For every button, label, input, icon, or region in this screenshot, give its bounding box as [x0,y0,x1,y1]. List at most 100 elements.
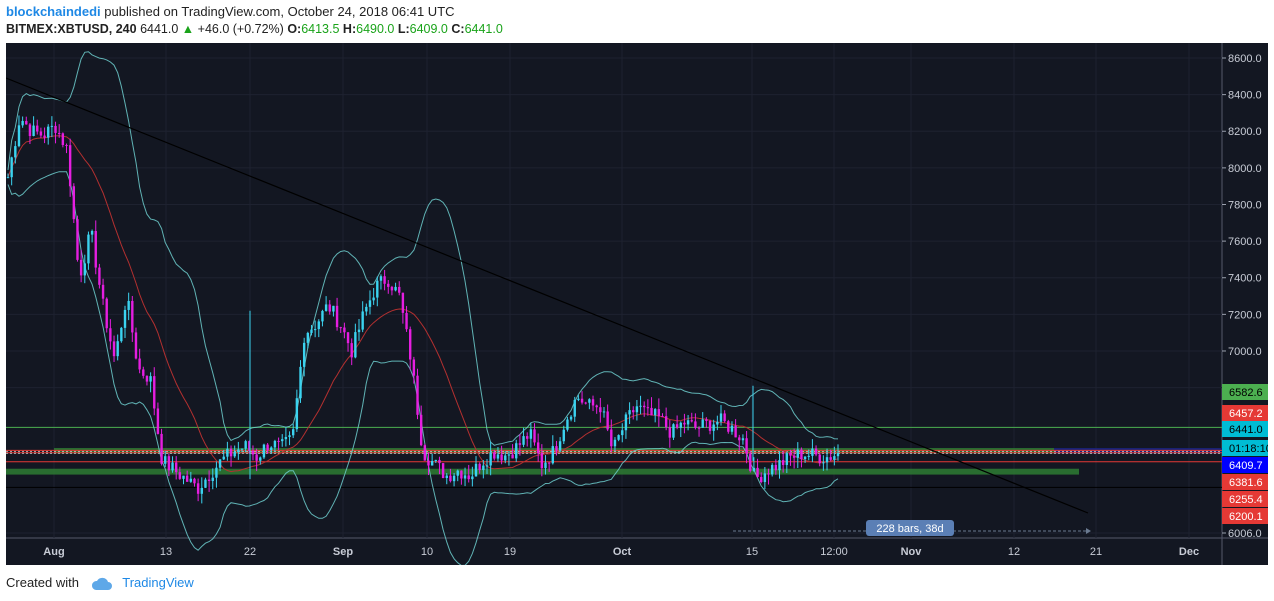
candle-22 [87,234,90,264]
cloud-icon [91,577,112,590]
candle-202 [745,438,748,454]
candle-172 [635,406,639,413]
candle-102 [379,276,383,281]
candle-15 [61,133,65,146]
candle-68 [255,454,258,461]
candle-58 [218,459,222,468]
price-label-bg-6 [1222,491,1268,507]
time-tick-6: Oct [613,546,632,558]
candle-119 [441,463,445,479]
candle-178 [657,409,661,417]
candle-87 [324,304,328,311]
candle-104 [387,283,390,287]
candle-128 [474,463,478,477]
candle-219 [807,455,810,457]
range-note: 228 bars, 38d [876,523,943,535]
time-tick-12: Dec [1179,546,1199,558]
candle-208 [767,473,770,475]
candle-185 [683,422,686,425]
candle-122 [452,475,456,482]
candle-108 [401,292,405,313]
candle-62 [233,452,236,457]
candle-49 [185,475,189,482]
candle-71 [266,444,269,451]
candle-21 [83,263,86,276]
time-tick-10: 12 [1008,546,1020,558]
author-link[interactable]: blockchaindedi [6,4,101,19]
created-with-text: Created with [6,575,79,590]
candle-226 [833,456,836,460]
candle-216 [796,449,799,458]
price-tick-7: 7200.0 [1228,309,1262,321]
candle-115 [427,460,430,466]
candle-25 [98,267,101,285]
price-chart[interactable]: 8600.0 8400.0 8200.0 8000.0 7800.0 7600.0 7400… [6,43,1268,565]
candle-200 [738,437,741,441]
grid [6,43,1222,538]
time-axis[interactable]: Aug 13 22 Sep 10 19 Oct 15 12:00 Nov 12 21 Dec [43,546,1199,558]
candle-168 [621,430,624,436]
price-label-7: 6200.1 [1229,511,1263,523]
candle-117 [434,459,437,461]
price-label-bg-5 [1222,474,1268,490]
candle-187 [690,420,693,422]
candle-224 [825,457,829,463]
candle-139 [515,443,518,459]
candle-3 [17,125,21,147]
tradingview-link[interactable]: TradingView [122,575,194,590]
candle-142 [526,436,529,439]
candle-166 [613,439,617,447]
candle-29 [112,341,116,357]
low-value: L:6409.0 [397,22,448,36]
candle-147 [544,462,547,469]
candle-136 [504,455,507,461]
price-label-bg-7 [1222,508,1268,524]
candle-91 [339,327,342,329]
candle-205 [756,467,759,477]
candle-152 [562,429,565,442]
candle-222 [818,454,821,464]
published-text: published on TradingView.com, October 24… [104,4,455,19]
candle-8 [36,125,39,132]
chart-background [6,43,1222,565]
candle-121 [449,475,452,482]
candle-207 [763,473,767,483]
candle-210 [774,464,778,471]
candle-123 [456,470,459,476]
candle-114 [423,445,427,461]
candle-30 [116,341,119,357]
candle-47 [178,472,182,479]
trendline[interactable] [6,77,1089,514]
candle-151 [558,441,562,451]
candle-181 [668,427,672,438]
candle-215 [792,455,796,458]
candle-124 [460,470,463,479]
candle-113 [419,414,423,446]
candle-189 [697,427,701,429]
candle-217 [800,449,803,460]
candle-129 [478,463,481,471]
candle-18 [72,186,76,220]
candle-36 [138,358,141,370]
candle-156 [577,398,580,400]
price-label-bg-2 [1222,421,1268,437]
candle-209 [770,464,774,475]
range-measure[interactable]: 228 bars, 38d [733,520,1091,536]
candle-198 [730,425,734,432]
candle-179 [661,416,664,418]
bollinger-bands [7,51,839,565]
time-tick-0: Aug [43,546,64,558]
candle-148 [547,462,551,464]
price-label-bg-3 [1222,440,1268,456]
time-tick-2: 22 [244,546,256,558]
candle-55 [207,479,211,482]
candle-101 [376,280,379,298]
price-label-bg-4 [1222,457,1268,473]
candle-57 [215,467,218,478]
candle-100 [372,297,375,301]
price-axis[interactable]: 8600.0 8400.0 8200.0 8000.0 7800.0 7600.0 7400… [1222,53,1262,540]
candle-112 [416,375,419,415]
candle-132 [489,452,492,466]
price-label-bg-0 [1222,384,1268,400]
candle-53 [200,487,203,494]
